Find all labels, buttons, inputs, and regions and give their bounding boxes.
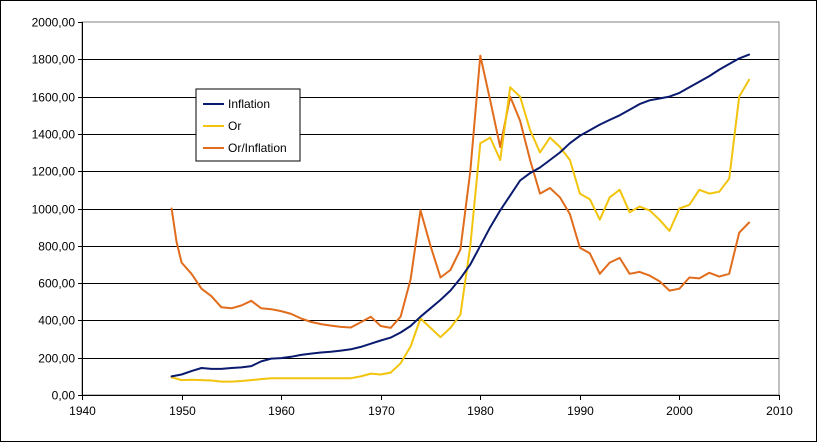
x-tick-label: 1990 — [567, 404, 594, 418]
series-line-or — [170, 78, 751, 383]
legend: Inflation Or Or/Inflation — [195, 88, 301, 162]
y-tick-label: 1200,00 — [32, 165, 76, 179]
x-tick-label: 1970 — [368, 404, 395, 418]
gridlines — [82, 59, 779, 359]
legend-label: Inflation — [228, 97, 270, 111]
y-tick-label: 400,00 — [38, 314, 75, 328]
y-tick-label: 1600,00 — [32, 91, 76, 105]
x-tick-label: 2010 — [766, 404, 793, 418]
legend-label: Or — [228, 119, 241, 133]
y-tick-label: 200,00 — [38, 352, 75, 366]
x-axis: 1940 1950 1960 1970 1980 1990 2000 2010 — [69, 395, 793, 418]
y-tick-label: 1000,00 — [32, 203, 76, 217]
series-line-inflation — [170, 53, 751, 378]
x-tick-label: 1940 — [69, 404, 96, 418]
y-axis: 0,00 200,00 400,00 600,00 800,00 1000,00 1200,… — [32, 16, 83, 403]
series-line-or-inflation — [170, 54, 751, 329]
y-tick-label: 800,00 — [38, 240, 75, 254]
series-lines — [170, 53, 751, 383]
x-tick-label: 1950 — [169, 404, 196, 418]
x-tick-label: 1960 — [268, 404, 295, 418]
plot-area — [81, 21, 780, 396]
y-tick-label: 1400,00 — [32, 128, 76, 142]
y-tick-label: 1800,00 — [32, 53, 76, 67]
x-tick-label: 1980 — [467, 404, 494, 418]
y-tick-label: 600,00 — [38, 277, 75, 291]
legend-label: Or/Inflation — [228, 141, 287, 155]
x-tick-label: 2000 — [666, 404, 693, 418]
y-tick-label: 2000,00 — [32, 16, 76, 30]
y-tick-label: 0,00 — [52, 389, 76, 403]
